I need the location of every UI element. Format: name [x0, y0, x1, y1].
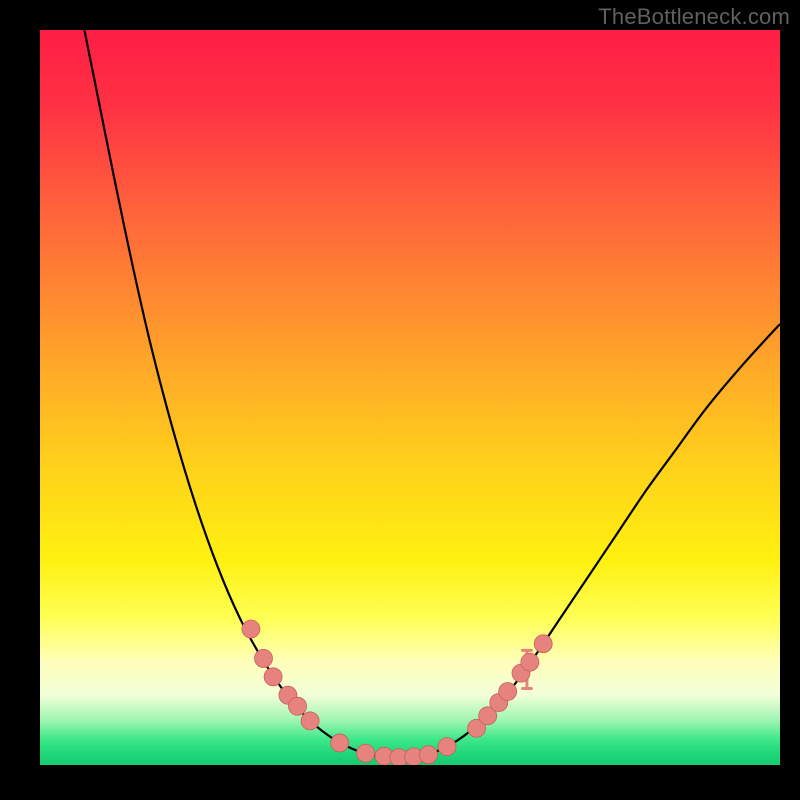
chart-root: TheBottleneck.com	[0, 0, 800, 800]
curve-marker	[254, 649, 272, 667]
curve-marker	[289, 697, 307, 715]
curve-marker	[331, 734, 349, 752]
curve-marker	[521, 653, 539, 671]
curve-marker	[264, 668, 282, 686]
curve-marker	[438, 738, 456, 756]
plot-svg	[40, 30, 780, 765]
watermark-text: TheBottleneck.com	[598, 4, 790, 30]
plot-area	[40, 30, 780, 765]
curve-marker	[301, 712, 319, 730]
curve-marker	[534, 635, 552, 653]
curve-markers	[242, 620, 552, 765]
bottleneck-curve	[84, 30, 780, 758]
curve-marker	[357, 744, 375, 762]
curve-marker	[242, 620, 260, 638]
curve-marker	[499, 683, 517, 701]
curve-marker	[420, 746, 438, 764]
